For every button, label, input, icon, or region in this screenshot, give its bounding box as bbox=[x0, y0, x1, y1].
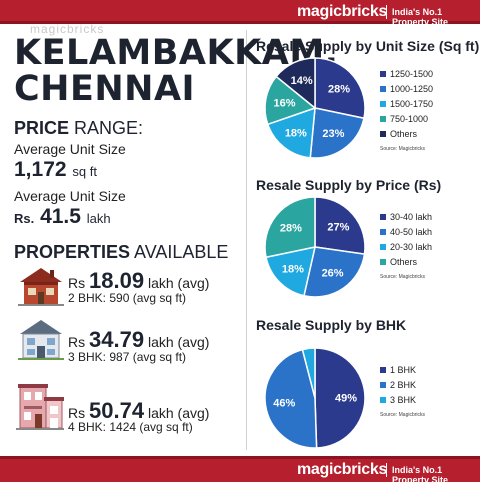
legend-swatch bbox=[380, 131, 386, 137]
chart-2-source: Source: Magicbricks bbox=[380, 274, 425, 280]
legend-label: 3 BHK bbox=[390, 395, 416, 405]
chart-3-legend-item-2: 2 BHK bbox=[380, 380, 416, 390]
legend-label: 1 BHK bbox=[390, 365, 416, 375]
legend-label: Others bbox=[390, 129, 417, 139]
legend-swatch bbox=[380, 101, 386, 107]
chart-2-slice-label-2: 26% bbox=[322, 268, 344, 280]
chart-1-source: Source: Magicbricks bbox=[380, 146, 425, 152]
chart-1-legend-item-2: 1000-1250 bbox=[380, 84, 433, 94]
legend-label: 750-1000 bbox=[390, 114, 428, 124]
legend-label: 20-30 lakh bbox=[390, 242, 432, 252]
legend-swatch bbox=[380, 116, 386, 122]
chart-1-slice-label-2: 23% bbox=[322, 128, 344, 140]
brand-logo[interactable]: magicbricks bbox=[297, 461, 387, 479]
chart-1-legend-item-3: 1500-1750 bbox=[380, 99, 433, 109]
legend-label: 1250-1500 bbox=[390, 69, 433, 79]
brand-tagline: India's No.1 Property Site bbox=[392, 465, 480, 482]
chart-3-source: Source: Magicbricks bbox=[380, 412, 425, 418]
legend-label: 1500-1750 bbox=[390, 99, 433, 109]
legend-label: Others bbox=[390, 257, 417, 267]
chart-1-legend-item-1: 1250-1500 bbox=[380, 69, 433, 79]
chart-2-slice-label-1: 27% bbox=[327, 222, 349, 234]
legend-swatch bbox=[380, 71, 386, 77]
chart-3-slice-label-2: 46% bbox=[273, 397, 295, 409]
chart-3-slice-label-1: 49% bbox=[335, 393, 357, 405]
legend-swatch bbox=[380, 229, 386, 235]
legend-swatch bbox=[380, 367, 386, 373]
chart-2-legend-item-1: 30-40 lakh bbox=[380, 212, 432, 222]
chart-1-legend-item-5: Others bbox=[380, 129, 417, 139]
banner-separator bbox=[386, 463, 387, 477]
legend-label: 30-40 lakh bbox=[390, 212, 432, 222]
legend-swatch bbox=[380, 382, 386, 388]
legend-label: 1000-1250 bbox=[390, 84, 433, 94]
banner-stripe bbox=[0, 456, 480, 459]
chart-3-slice-label-3: 4% bbox=[300, 335, 316, 347]
chart-3-legend-item-1: 1 BHK bbox=[380, 365, 416, 375]
chart-2-legend-item-3: 20-30 lakh bbox=[380, 242, 432, 252]
legend-swatch bbox=[380, 244, 386, 250]
chart-1-slice-label-3: 18% bbox=[285, 127, 307, 139]
legend-swatch bbox=[380, 214, 386, 220]
chart-3-legend-item-3: 3 BHK bbox=[380, 395, 416, 405]
chart-1-slice-label-5: 14% bbox=[291, 75, 313, 87]
chart-2-slice-label-3: 18% bbox=[282, 264, 304, 276]
chart-1-slice-label-1: 28% bbox=[328, 83, 350, 95]
chart-2-legend-item-2: 40-50 lakh bbox=[380, 227, 432, 237]
chart-2-legend-item-4: Others bbox=[380, 257, 417, 267]
legend-swatch bbox=[380, 86, 386, 92]
legend-label: 40-50 lakh bbox=[390, 227, 432, 237]
chart-2-slice-label-4: 28% bbox=[280, 222, 302, 234]
legend-swatch bbox=[380, 259, 386, 265]
legend-swatch bbox=[380, 397, 386, 403]
bottom-banner: magicbricks India's No.1 Property Site bbox=[0, 456, 480, 482]
chart-1-slice-label-4: 16% bbox=[273, 98, 295, 110]
legend-label: 2 BHK bbox=[390, 380, 416, 390]
chart-1-legend-item-4: 750-1000 bbox=[380, 114, 428, 124]
